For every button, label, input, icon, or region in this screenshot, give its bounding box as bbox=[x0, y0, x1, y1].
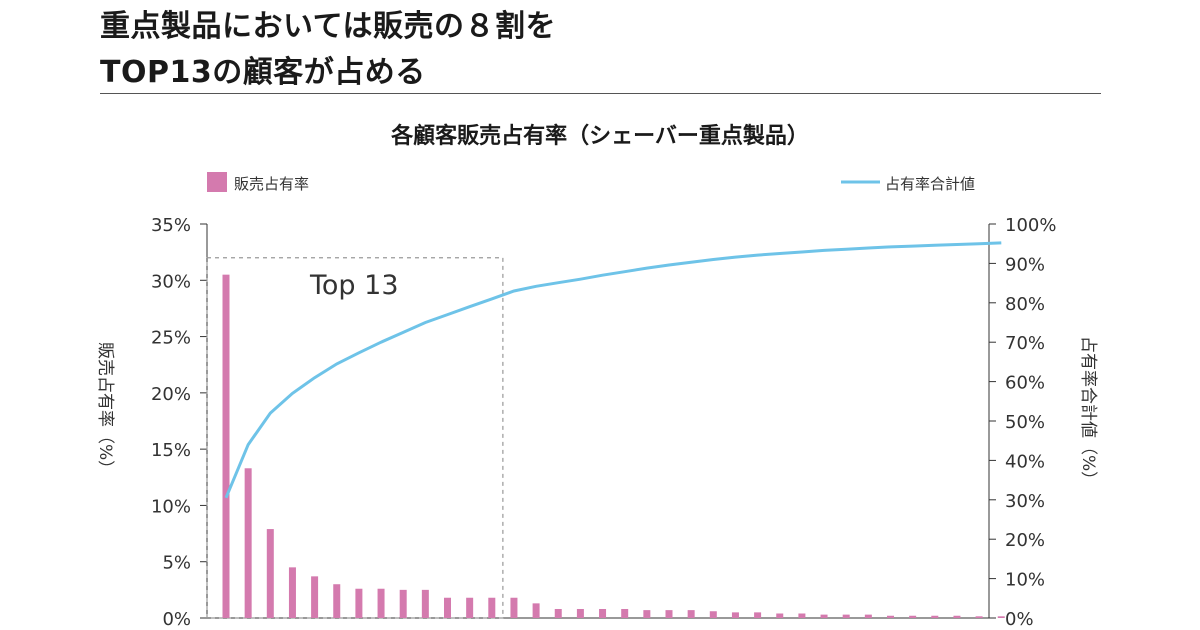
left-tick-label: 20% bbox=[151, 384, 191, 405]
legend-line-label: 占有率合計値 bbox=[885, 175, 975, 193]
bar bbox=[754, 612, 762, 618]
bar bbox=[864, 614, 872, 618]
left-tick-label: 30% bbox=[151, 271, 191, 292]
bar bbox=[909, 615, 917, 618]
legend: 販売占有率 占有率合計値 bbox=[207, 172, 975, 193]
bar bbox=[510, 597, 518, 618]
bar bbox=[997, 616, 1005, 618]
bar bbox=[687, 610, 695, 618]
bar bbox=[776, 613, 784, 618]
bar bbox=[953, 615, 961, 618]
bar bbox=[709, 611, 717, 618]
bar bbox=[377, 588, 385, 618]
right-tick-label: 80% bbox=[1005, 294, 1045, 315]
left-axis-ticks: 0% 5% 10% 15% 20% 25% 30% 35% bbox=[151, 215, 207, 630]
bar bbox=[643, 610, 651, 618]
bar bbox=[599, 608, 607, 618]
left-tick-label: 0% bbox=[162, 609, 191, 630]
bar bbox=[554, 608, 562, 618]
chart-title: 各顧客販売占有率（シェーバー重点製品） bbox=[391, 124, 809, 149]
right-tick-label: 20% bbox=[1005, 530, 1045, 551]
bar bbox=[488, 597, 496, 618]
headline: 重点製品においては販売の８割を TOP13の顧客が占める bbox=[100, 4, 1100, 96]
left-tick-label: 35% bbox=[151, 215, 191, 236]
bar bbox=[665, 610, 673, 618]
bar bbox=[532, 603, 540, 618]
bar bbox=[975, 616, 983, 618]
headline-line-1: 重点製品においては販売の８割を bbox=[100, 9, 556, 44]
headline-divider bbox=[100, 93, 1101, 94]
headline-line-2: TOP13の顧客が占める bbox=[100, 55, 426, 90]
bar bbox=[266, 529, 274, 618]
top13-box bbox=[206, 257, 504, 619]
bar bbox=[244, 468, 252, 618]
right-tick-label: 40% bbox=[1005, 451, 1045, 472]
bar bbox=[222, 274, 230, 618]
bar-series bbox=[222, 274, 1005, 618]
right-axis-ticks: 0% 10% 20% 30% 40% 50% 60% 70% 80% 90% 100% bbox=[989, 215, 1056, 630]
bar bbox=[399, 589, 407, 618]
right-tick-label: 100% bbox=[1005, 215, 1056, 236]
bar bbox=[887, 615, 894, 618]
cumulative-line bbox=[224, 241, 1002, 499]
right-axis-label: 占有率合計値（%） bbox=[1078, 336, 1098, 488]
bar bbox=[931, 615, 939, 618]
top13-annotation: Top 13 bbox=[206, 257, 504, 619]
bar bbox=[466, 597, 474, 618]
left-tick-label: 15% bbox=[151, 440, 191, 461]
legend-bar-label: 販売占有率 bbox=[234, 175, 309, 193]
left-tick-label: 5% bbox=[162, 553, 191, 574]
bar bbox=[333, 584, 341, 618]
left-tick-label: 10% bbox=[151, 496, 191, 517]
bar bbox=[820, 614, 828, 618]
bar bbox=[731, 612, 739, 618]
bar bbox=[311, 576, 319, 618]
bar bbox=[444, 597, 451, 618]
left-axis-label: 販売占有率（%） bbox=[95, 342, 115, 477]
right-tick-label: 0% bbox=[1005, 609, 1034, 630]
bar bbox=[842, 614, 850, 618]
right-tick-label: 50% bbox=[1005, 412, 1045, 433]
top13-label: Top 13 bbox=[309, 270, 399, 301]
right-tick-label: 60% bbox=[1005, 373, 1045, 394]
bar bbox=[576, 608, 584, 618]
right-tick-label: 70% bbox=[1005, 333, 1045, 354]
right-tick-label: 90% bbox=[1005, 254, 1045, 275]
left-tick-label: 25% bbox=[151, 328, 191, 349]
bar bbox=[355, 588, 363, 618]
legend-bar-swatch bbox=[207, 172, 227, 192]
bar bbox=[421, 589, 429, 618]
bar bbox=[798, 613, 806, 618]
right-tick-label: 30% bbox=[1005, 491, 1045, 512]
bar bbox=[621, 608, 629, 618]
bar bbox=[288, 567, 296, 618]
right-tick-label: 10% bbox=[1005, 570, 1045, 591]
